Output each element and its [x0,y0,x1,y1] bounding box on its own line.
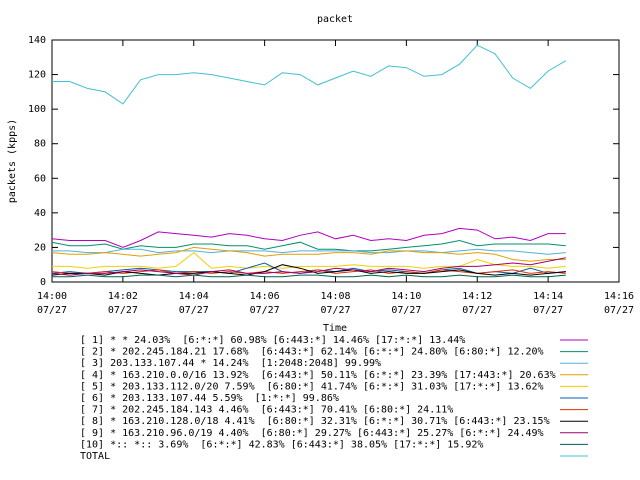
x-tick-label: 14:02 07/27 [108,291,138,316]
legend-label: [ 7] * 202.245.184.143 4.46% [6:443:*] 7… [80,405,453,416]
legend-label: [10] *:: *:: 3.69% [6:*:*] 42.83% [6:443… [80,439,483,450]
y-axis-label: packets (kpps) [7,119,18,203]
x-tick-label: 14:12 07/27 [462,291,492,316]
legend-label: [ 4] * 163.210.0.0/16 13.92% [6:443:*] 5… [80,370,556,381]
y-tick-label: 20 [34,242,46,253]
x-tick-label: 14:08 07/27 [320,291,350,316]
x-axis-label: Time [323,323,347,334]
series-line [52,274,566,278]
x-tick-label: 14:04 07/27 [179,291,209,316]
legend-label: [ 6] * 203.133.107.44 5.59% [1:*:*] 99.8… [80,393,339,404]
x-tick-label: 14:00 07/27 [37,291,67,316]
x-tick-label: 14:14 07/27 [533,291,563,316]
y-tick-label: 0 [40,277,46,288]
y-tick-label: 120 [28,70,46,81]
series-line [51,227,566,248]
legend-label: [ 9] * 163.210.96.0/19 4.40% [6:80:*] 29… [80,428,544,439]
plot-frame [51,39,620,283]
series-line [51,246,566,262]
legend-label: [ 5] * 203.133.112.0/20 7.59% [6:80:*] 4… [80,381,544,392]
x-tick-label: 14:10 07/27 [391,291,421,316]
y-tick-label: 80 [34,139,46,150]
y-tick-label: 40 [34,208,46,219]
legend-label: [ 3] 203.133.107.44 * 14.24% [1:2048:204… [80,358,381,369]
legend-label: [ 1] * * 24.03% [6:*:*] 60.98% [6:443:*]… [80,335,465,346]
series-line [52,248,566,255]
series-line [51,239,566,252]
series-line [52,251,566,269]
series-line [51,257,566,276]
x-tick-label: 14:16 07/27 [604,291,634,316]
legend-label: TOTAL [80,451,110,462]
series-line [52,44,567,105]
y-tick-label: 100 [28,104,46,115]
series-line [51,264,566,276]
legend-label: [ 2] * 202.245.184.21 17.68% [6:443:*] 6… [80,347,544,358]
y-tick-label: 140 [28,35,46,46]
y-tick-label: 60 [34,173,46,184]
legend-label: [ 8] * 163.210.128.0/18 4.41% [6:80:*] 3… [80,416,550,427]
x-tick-label: 14:06 07/27 [250,291,280,316]
chart-title: packet [317,14,353,25]
